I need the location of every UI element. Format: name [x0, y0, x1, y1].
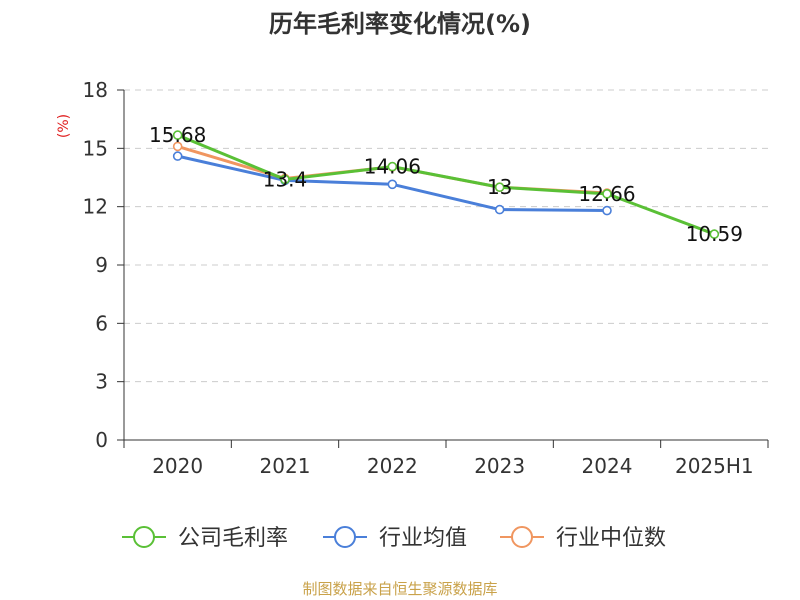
data-point[interactable]: [172, 130, 183, 140]
data-point[interactable]: [172, 141, 183, 152]
y-tick-label: 3: [95, 370, 108, 394]
data-label: 10.59: [686, 222, 743, 246]
data-labels: 15.68 13.4 14.06 13 12.66 10.59: [149, 123, 743, 246]
data-label: 13: [487, 175, 512, 199]
data-label: 14.06: [364, 155, 421, 179]
series-line: [177, 133, 715, 236]
series-group: [172, 130, 720, 239]
data-label: 15.68: [149, 123, 206, 147]
source-note: 制图数据来自恒生聚源数据库: [302, 580, 497, 598]
x-tick-label: 2024: [582, 454, 633, 478]
legend[interactable]: 公司毛利率 行业均值 行业中位数: [122, 526, 666, 551]
data-point[interactable]: [387, 161, 398, 172]
data-point[interactable]: [602, 205, 612, 216]
legend-marker-icon: [511, 526, 533, 548]
legend-item[interactable]: 公司毛利率: [122, 526, 288, 551]
x-tick-label: 2023: [474, 454, 525, 478]
data-label: 12.66: [578, 182, 635, 206]
legend-item[interactable]: 行业均值: [323, 526, 467, 551]
data-point[interactable]: [602, 189, 612, 199]
y-tick-label: 12: [83, 195, 108, 219]
legend-item[interactable]: 行业中位数: [500, 526, 666, 551]
data-point[interactable]: [494, 182, 505, 193]
y-axis-label: (%): [56, 114, 72, 138]
y-tick-label: 18: [83, 78, 108, 102]
legend-label: 行业均值: [379, 526, 467, 551]
data-point[interactable]: [280, 174, 290, 185]
x-tick-label: 2025H1: [675, 454, 754, 478]
y-tick-label: 0: [95, 428, 108, 452]
x-tick-label: 2021: [260, 454, 311, 478]
grid-lines: [124, 89, 768, 383]
data-point[interactable]: [494, 204, 505, 215]
y-tick-label: 9: [95, 253, 108, 277]
x-tick-label: 2022: [367, 454, 418, 478]
x-tick-label: 2020: [152, 454, 203, 478]
legend-marker-icon: [133, 526, 155, 548]
data-label: 13.4: [263, 167, 308, 191]
y-tick-label: 6: [95, 311, 108, 335]
axes: 0 3 6 9 12 15 18 2020 2021 2022 2023 2024 2025H1: [83, 78, 769, 478]
data-point[interactable]: [709, 229, 720, 239]
data-point[interactable]: [387, 179, 398, 190]
y-tick-label: 15: [83, 136, 108, 160]
series-1: [172, 130, 720, 239]
chart-title: 历年毛利率变化情况(%): [269, 10, 531, 38]
legend-label: 公司毛利率: [178, 526, 288, 551]
data-point[interactable]: [172, 151, 183, 161]
legend-label: 行业中位数: [556, 526, 666, 551]
legend-marker-icon: [334, 526, 356, 548]
